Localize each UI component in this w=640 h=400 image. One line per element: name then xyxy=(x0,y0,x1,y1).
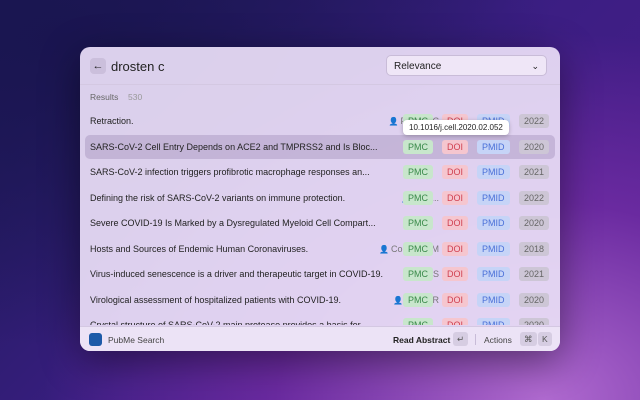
link-badge[interactable]: PMID xyxy=(477,318,510,325)
link-badge[interactable]: PMID xyxy=(477,292,510,307)
link-badge[interactable]: PMC xyxy=(403,139,433,154)
app-name: PubMe Search xyxy=(108,335,165,345)
link-badge[interactable]: DOI xyxy=(442,318,469,325)
year-badge: 2020 xyxy=(519,292,550,307)
results-list: Retraction.👤 Fischer CPMCDOIPMID2022SARS… xyxy=(80,107,560,325)
primary-action[interactable]: Read Abstract xyxy=(393,335,451,345)
result-row[interactable]: Virus-induced senescence is a driver and… xyxy=(85,262,555,286)
back-button[interactable]: ← xyxy=(90,58,106,74)
link-badge[interactable]: DOI xyxy=(442,190,469,205)
result-row[interactable]: Hosts and Sources of Endemic Human Coron… xyxy=(85,237,555,261)
link-badge[interactable]: PMID xyxy=(477,241,510,256)
tooltip: 10.1016/j.cell.2020.02.052 xyxy=(403,120,509,135)
result-title: Hosts and Sources of Endemic Human Coron… xyxy=(90,243,309,254)
link-badge[interactable]: PMC xyxy=(403,267,433,281)
year-badge: 2020 xyxy=(519,318,550,325)
author-icon: 👤 xyxy=(388,117,401,126)
link-badge[interactable]: DOI xyxy=(442,267,469,281)
link-badge[interactable]: DOI xyxy=(442,165,469,179)
year-badge: 2022 xyxy=(519,190,550,205)
results-count: 530 xyxy=(128,92,143,102)
results-label: Results xyxy=(90,92,119,102)
year-badge: 2020 xyxy=(519,139,550,154)
link-badge[interactable]: DOI xyxy=(442,241,469,256)
result-row[interactable]: Virological assessment of hospitalized p… xyxy=(85,288,555,312)
link-badge[interactable]: PMC xyxy=(403,165,433,179)
result-title: Virus-induced senescence is a driver and… xyxy=(90,269,383,279)
result-row[interactable]: SARS-CoV-2 infection triggers profibroti… xyxy=(85,160,555,184)
year-badge: 2020 xyxy=(519,216,550,230)
link-badge[interactable]: PMC xyxy=(403,241,433,256)
actions-button[interactable]: Actions xyxy=(484,335,512,345)
search-window: ← drosten c Relevance ⌄ Results 530 Retra… xyxy=(80,47,560,351)
app-icon xyxy=(89,333,102,346)
result-title: Defining the risk of SARS-CoV-2 variants… xyxy=(90,192,346,203)
author-icon: 👤 xyxy=(379,244,391,254)
key-hint: K xyxy=(538,332,552,346)
result-row[interactable]: SARS-CoV-2 Cell Entry Depends on ACE2 an… xyxy=(85,134,555,159)
sort-dropdown[interactable]: Relevance ⌄ xyxy=(386,55,547,76)
year-badge: 2021 xyxy=(519,165,550,179)
separator xyxy=(475,334,476,345)
result-title: SARS-CoV-2 Cell Entry Depends on ACE2 an… xyxy=(90,141,378,152)
link-badge[interactable]: PMC xyxy=(403,292,433,307)
link-badge[interactable]: PMID xyxy=(477,190,510,205)
result-row[interactable]: Crystal structure of SARS-CoV-2 main pro… xyxy=(85,313,555,325)
footer: PubMe Search Read Abstract ↵ Actions ⌘ K xyxy=(80,326,560,351)
link-badge[interactable]: PMID xyxy=(477,165,510,179)
link-badge[interactable]: DOI xyxy=(442,139,469,154)
result-row[interactable]: Severe COVID-19 Is Marked by a Dysregula… xyxy=(85,211,555,235)
link-badge[interactable]: PMID xyxy=(477,139,510,154)
link-badge[interactable]: DOI xyxy=(442,216,469,230)
link-badge[interactable]: PMID xyxy=(477,216,510,230)
sort-value: Relevance xyxy=(394,61,442,72)
search-input[interactable]: drosten c xyxy=(111,59,165,74)
result-title: SARS-CoV-2 infection triggers profibroti… xyxy=(90,167,370,177)
key-hint: ⌘ xyxy=(520,332,537,346)
year-badge: 2018 xyxy=(519,241,550,256)
result-title: Severe COVID-19 Is Marked by a Dysregula… xyxy=(90,218,376,228)
key-hint: ↵ xyxy=(453,332,469,346)
author-icon: 👤 xyxy=(393,295,405,305)
link-badge[interactable]: PMC xyxy=(403,216,433,230)
year-badge: 2022 xyxy=(519,114,550,128)
year-badge: 2021 xyxy=(519,267,550,281)
result-title: Retraction. xyxy=(90,116,134,126)
link-badge[interactable]: PMC xyxy=(403,190,433,205)
link-badge[interactable]: DOI xyxy=(442,292,469,307)
divider xyxy=(80,84,560,85)
link-badge[interactable]: PMC xyxy=(403,318,433,325)
result-title: Crystal structure of SARS-CoV-2 main pro… xyxy=(90,320,368,325)
chevron: ⌄ xyxy=(531,61,539,71)
result-row[interactable]: Defining the risk of SARS-CoV-2 variants… xyxy=(85,186,555,210)
result-title: Virological assessment of hospitalized p… xyxy=(90,294,341,305)
link-badge[interactable]: PMID xyxy=(477,267,510,281)
